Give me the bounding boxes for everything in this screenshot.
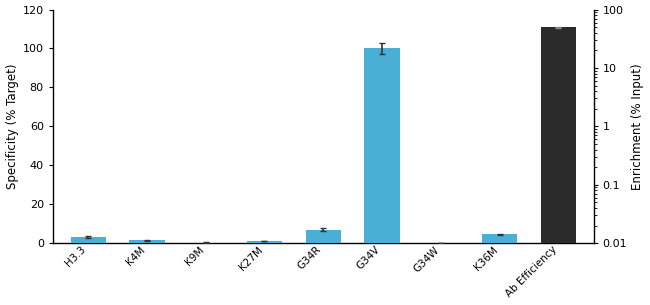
Bar — [129, 240, 164, 243]
Y-axis label: Specificity (% Target): Specificity (% Target) — [6, 64, 19, 189]
Bar — [365, 48, 400, 243]
Bar — [188, 242, 224, 243]
Bar — [247, 241, 282, 243]
Bar — [482, 235, 517, 243]
Bar — [541, 27, 576, 305]
Bar — [70, 237, 106, 243]
Y-axis label: Enrichment (% Input): Enrichment (% Input) — [631, 63, 644, 190]
Bar — [306, 230, 341, 243]
